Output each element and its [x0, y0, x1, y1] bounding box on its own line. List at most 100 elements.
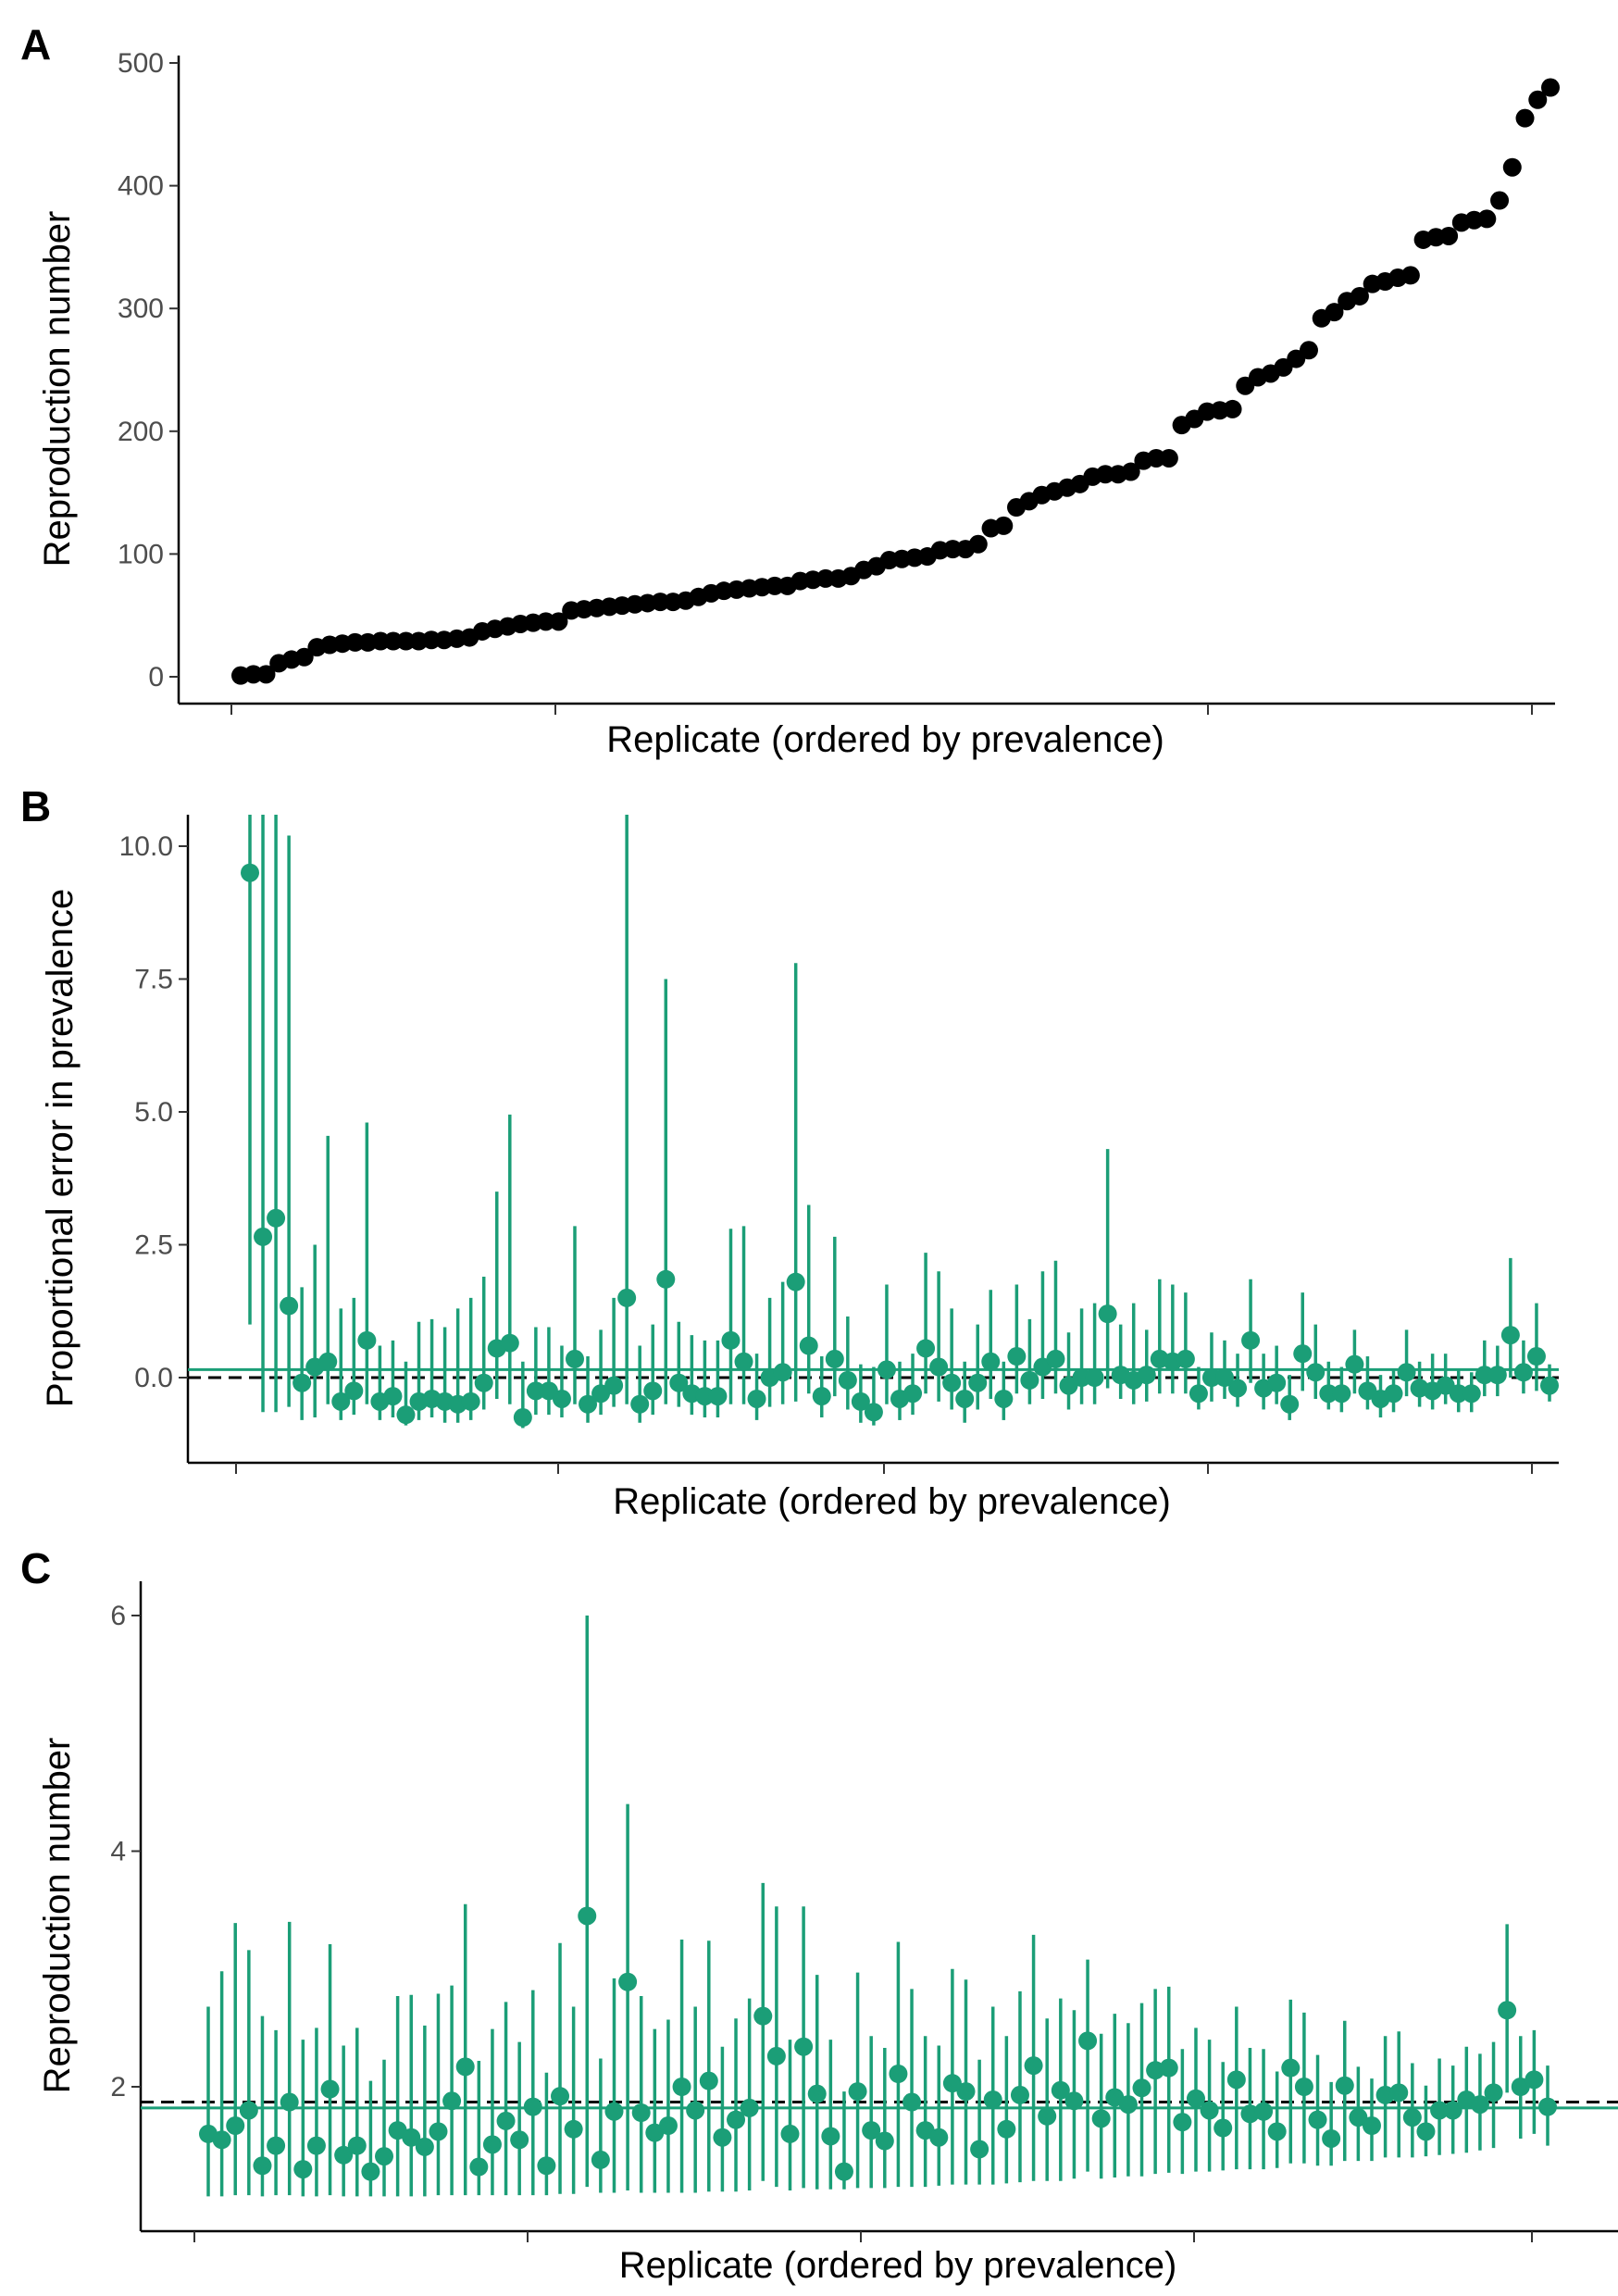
data-point: [579, 1394, 598, 1414]
data-point: [815, 568, 835, 588]
y-tick-label: 2: [110, 2072, 126, 2103]
y-tick-label: 10.0: [119, 831, 173, 862]
data-point: [552, 1389, 571, 1408]
data-point: [422, 630, 442, 650]
data-point: [1293, 1344, 1313, 1364]
data-point: [1443, 2101, 1462, 2120]
data-point: [713, 2128, 732, 2147]
data-point: [875, 2131, 894, 2151]
data-point: [383, 1387, 403, 1406]
data-point: [747, 1389, 766, 1408]
data-point: [239, 2101, 258, 2120]
data-point: [970, 2140, 989, 2159]
data-point: [1223, 399, 1242, 418]
data-point: [564, 2119, 583, 2139]
x-axis-title: Replicate (ordered by prevalence): [613, 1481, 1171, 1522]
y-axis-title: Proportional error in prevalence: [40, 889, 81, 1407]
data-point: [526, 1381, 545, 1401]
data-point: [672, 2078, 691, 2096]
data-point: [1254, 2102, 1274, 2121]
data-point: [1096, 465, 1115, 484]
data-point: [1384, 1384, 1403, 1404]
data-point: [643, 1381, 663, 1401]
data-point: [727, 2110, 746, 2129]
data-point: [916, 1339, 936, 1358]
data-point: [212, 2130, 231, 2150]
panel-c: C 2 4 6 Replicate (ordered by prevalence) Rep…: [20, 1544, 1618, 2286]
data-point: [256, 665, 276, 684]
data-point: [968, 1373, 988, 1392]
data-point: [331, 1391, 351, 1411]
data-point: [1200, 2101, 1219, 2120]
data-point: [955, 1389, 975, 1408]
data-point: [500, 1333, 519, 1353]
data-point: [631, 2103, 651, 2122]
y-axis-title: Reproduction number: [37, 1738, 78, 2094]
data-point: [510, 2130, 529, 2150]
data-point: [604, 1376, 624, 1395]
data-point: [1538, 2097, 1557, 2116]
data-point: [1078, 2031, 1098, 2051]
data-point: [956, 2082, 976, 2102]
data-point: [765, 576, 784, 595]
data-point: [734, 1352, 753, 1371]
data-point: [997, 2119, 1016, 2139]
data-point: [651, 593, 670, 612]
data-point: [292, 1373, 312, 1392]
y-tick-label: 5.0: [134, 1097, 173, 1128]
data-point: [241, 863, 259, 882]
data-point: [578, 1906, 597, 1926]
data-point: [1118, 2095, 1138, 2115]
data-point: [1201, 1368, 1221, 1387]
data-point: [1515, 108, 1535, 128]
data-point: [1525, 2070, 1544, 2090]
data-point: [656, 1269, 676, 1289]
panel-letter: C: [20, 1544, 51, 1592]
data-point: [396, 1405, 416, 1425]
data-point: [1280, 1394, 1300, 1414]
data-point: [942, 1373, 962, 1392]
data-point: [496, 2111, 516, 2130]
data-point: [537, 2156, 556, 2176]
data-point: [983, 2090, 1002, 2109]
data-point: [942, 2074, 962, 2093]
data-point: [566, 1349, 584, 1368]
data-point: [253, 2156, 272, 2176]
data-point: [1306, 1363, 1326, 1382]
data-point: [812, 1387, 831, 1406]
data-point: [889, 2065, 908, 2084]
data-point: [1147, 448, 1166, 468]
y-axis-title: Reproduction number: [37, 211, 78, 568]
data-point: [320, 2079, 340, 2099]
data-point: [1085, 1368, 1104, 1387]
data-point: [877, 1360, 896, 1379]
data-point: [838, 1370, 857, 1390]
data-point: [929, 1357, 949, 1377]
data-point: [1513, 1363, 1533, 1382]
data-point: [1540, 1376, 1559, 1395]
data-point: [794, 2037, 814, 2056]
data-point: [994, 1389, 1014, 1408]
data-point: [1430, 2101, 1450, 2120]
data-point: [429, 2122, 448, 2141]
data-point: [549, 612, 568, 631]
data-point: [1051, 2080, 1070, 2100]
data-point: [474, 1373, 493, 1392]
data-point: [318, 1352, 338, 1371]
data-point: [513, 1408, 532, 1428]
data-point: [536, 612, 555, 631]
data-point: [1475, 1366, 1494, 1385]
data-point: [807, 2084, 827, 2103]
data-point: [780, 2124, 800, 2143]
data-point: [1325, 303, 1344, 322]
data-point: [1500, 1326, 1520, 1345]
data-point: [1526, 1347, 1546, 1366]
data-point: [1214, 2118, 1233, 2138]
data-point: [1502, 157, 1522, 177]
data-point: [1389, 2083, 1409, 2103]
data-point: [482, 2135, 502, 2154]
data-point: [1319, 1384, 1338, 1404]
data-point: [1470, 2095, 1489, 2115]
data-point: [1397, 1363, 1416, 1382]
